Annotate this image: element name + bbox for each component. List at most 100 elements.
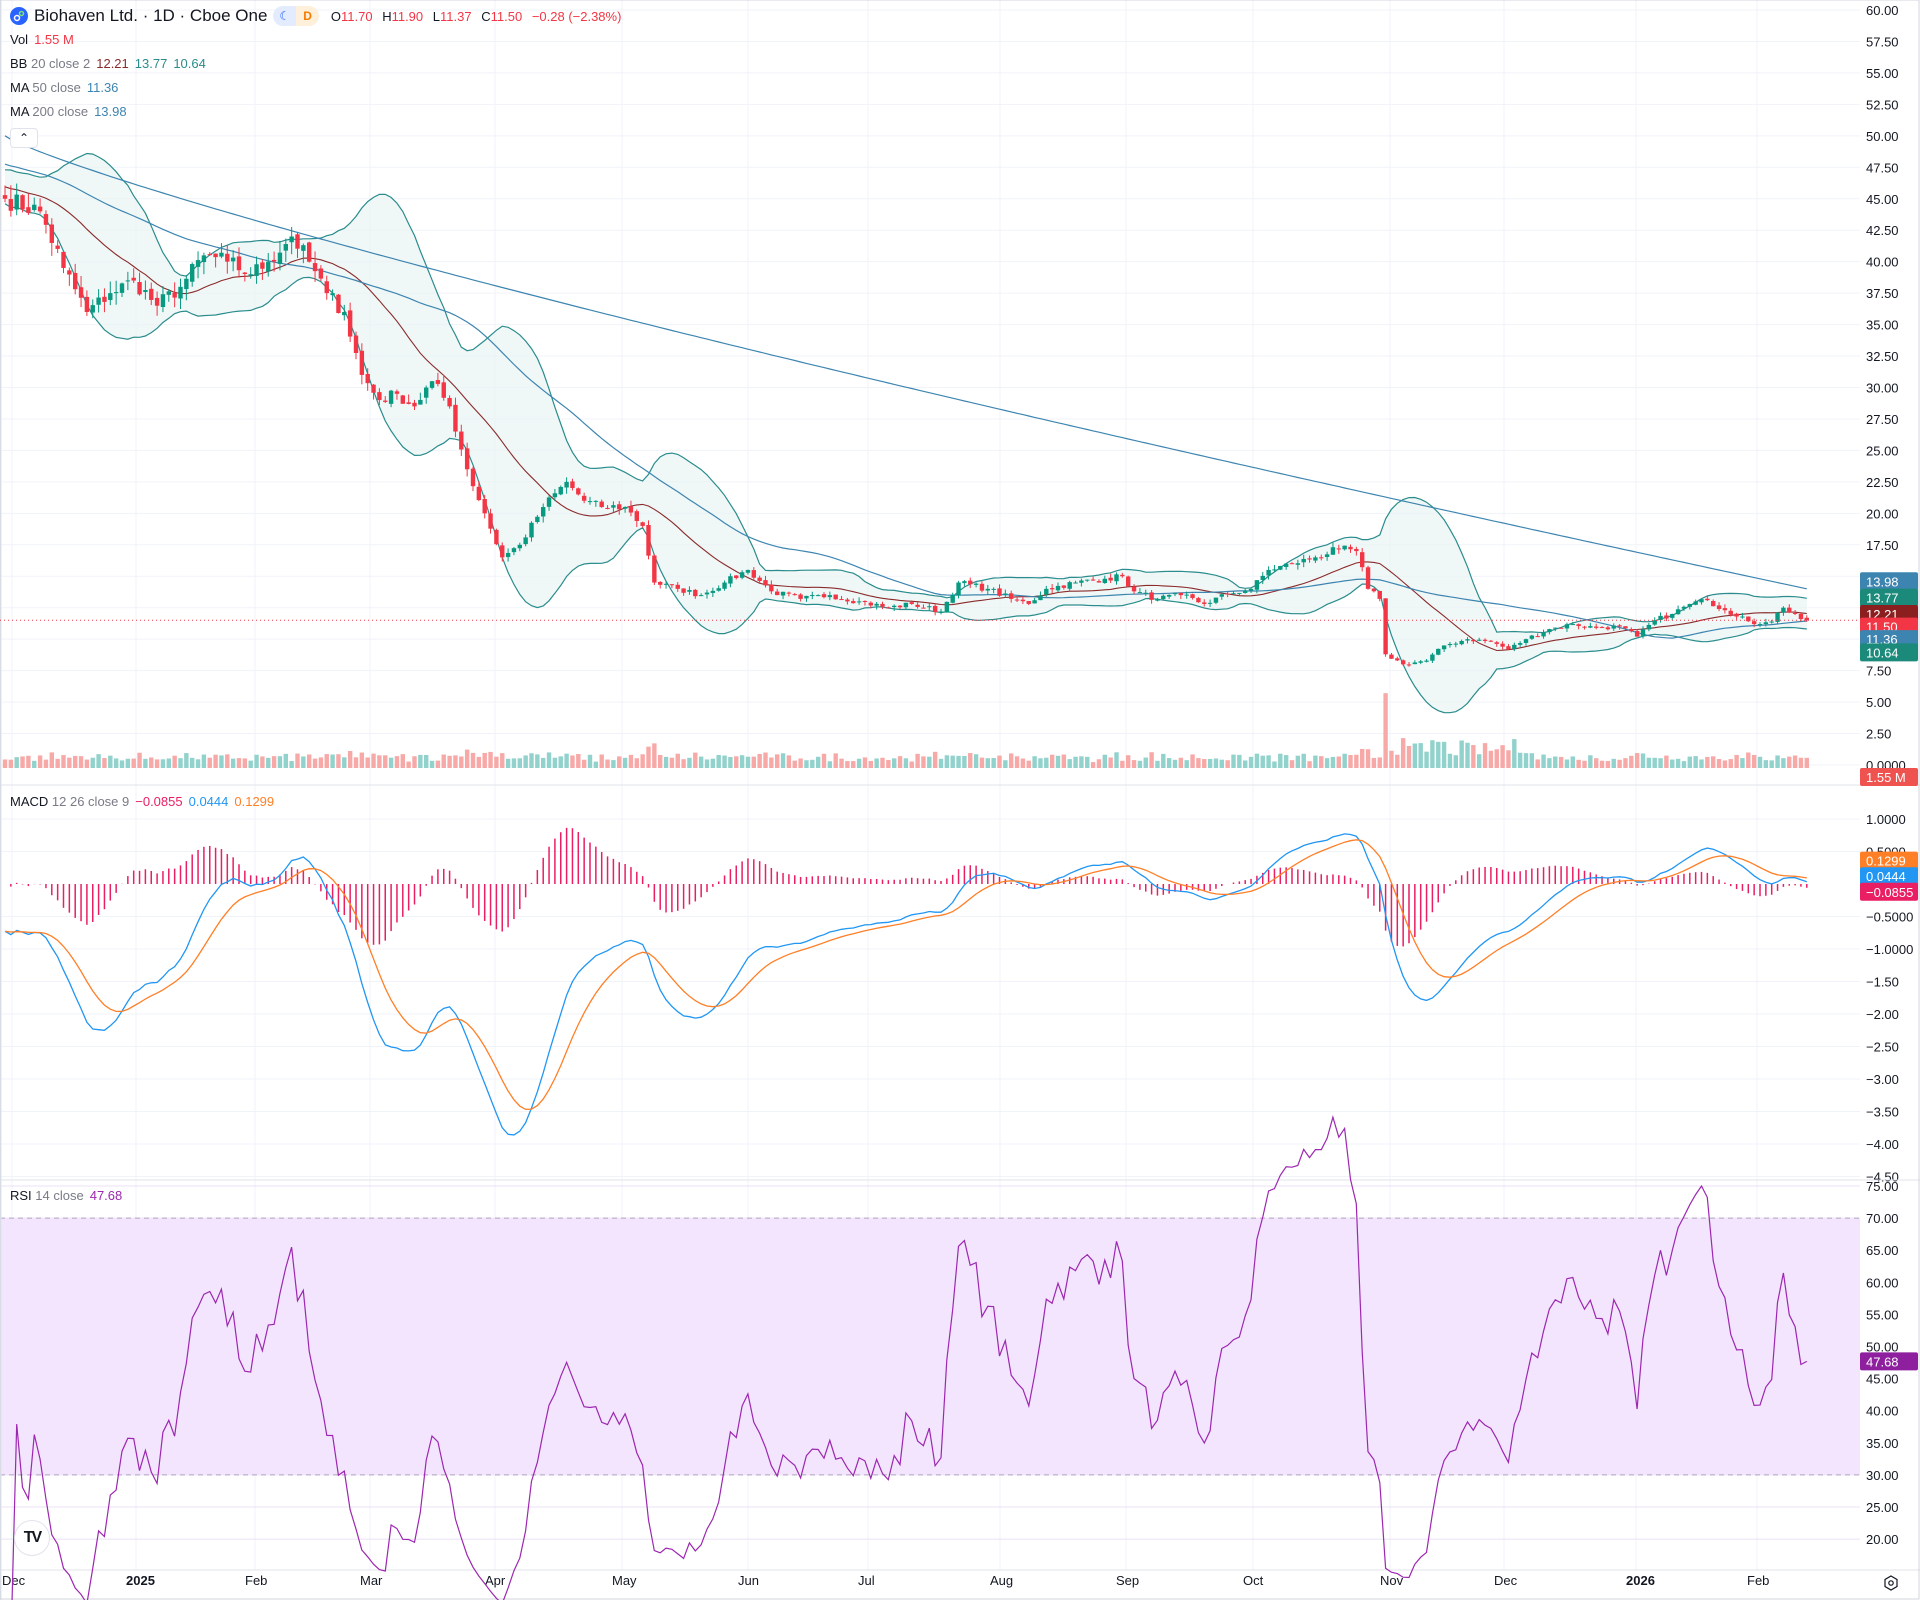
svg-text:−1.0000: −1.0000 xyxy=(1866,942,1913,957)
svg-text:−0.0855: −0.0855 xyxy=(1866,885,1913,900)
svg-text:32.50: 32.50 xyxy=(1866,349,1899,364)
biohaven-logo-icon xyxy=(10,7,28,25)
volume-legend[interactable]: Vol 1.55 M xyxy=(10,32,74,47)
svg-text:65.00: 65.00 xyxy=(1866,1243,1899,1258)
svg-text:Aug: Aug xyxy=(990,1573,1013,1588)
ma50-line xyxy=(4,163,1807,639)
rsi-legend[interactable]: RSI 14 close 47.68 xyxy=(10,1188,123,1203)
open-value: 11.70 xyxy=(340,8,373,24)
change-value: −0.28 (−2.38%) xyxy=(531,8,622,24)
svg-text:37.50: 37.50 xyxy=(1866,286,1899,301)
svg-text:30.00: 30.00 xyxy=(1866,381,1899,396)
tradingview-logo[interactable]: TV xyxy=(14,1520,50,1556)
svg-text:2025: 2025 xyxy=(126,1573,155,1588)
svg-text:25.00: 25.00 xyxy=(1866,1500,1899,1515)
symbol-legend[interactable]: Biohaven Ltd. · 1D · Cboe One ☾ D O11.70… xyxy=(10,6,621,26)
ma200-line xyxy=(4,135,1807,590)
macd-legend[interactable]: MACD 12 26 close 9 −0.0855 0.0444 0.1299 xyxy=(10,794,275,809)
bollinger-bands xyxy=(4,152,1807,714)
volume-bars xyxy=(2,693,1809,768)
svg-text:47.50: 47.50 xyxy=(1866,160,1899,175)
svg-text:60.00: 60.00 xyxy=(1866,3,1899,18)
svg-text:−1.50: −1.50 xyxy=(1866,975,1899,990)
svg-text:2.50: 2.50 xyxy=(1866,727,1891,742)
svg-text:13.77: 13.77 xyxy=(1866,591,1899,606)
svg-text:40.00: 40.00 xyxy=(1866,255,1899,270)
svg-text:47.68: 47.68 xyxy=(1866,1354,1899,1369)
volume-value: 1.55 M xyxy=(34,32,74,47)
svg-text:5.00: 5.00 xyxy=(1866,695,1891,710)
macd-line xyxy=(4,833,1808,1136)
session-badge[interactable]: ☾ D xyxy=(273,6,319,26)
bb-lower-value: 10.64 xyxy=(173,56,206,71)
svg-text:40.00: 40.00 xyxy=(1866,1404,1899,1419)
svg-text:30.00: 30.00 xyxy=(1866,1468,1899,1483)
bb-legend[interactable]: BB 20 close 2 12.21 13.77 10.64 xyxy=(10,56,206,71)
svg-text:1.55 M: 1.55 M xyxy=(1866,770,1906,785)
bb-lower-price-label: 10.64 xyxy=(1860,643,1918,662)
rsi-value-label: 47.68 xyxy=(1860,1352,1918,1371)
candlesticks xyxy=(2,183,1809,667)
collapse-legend-button[interactable]: ⌃ xyxy=(10,128,38,148)
svg-text:Sep: Sep xyxy=(1116,1573,1139,1588)
svg-text:27.50: 27.50 xyxy=(1866,412,1899,427)
symbol-title[interactable]: Biohaven Ltd. · 1D · Cboe One xyxy=(34,6,268,25)
moon-icon: ☾ xyxy=(273,6,297,26)
svg-text:Dec: Dec xyxy=(1494,1573,1518,1588)
macd-hist-label: −0.0855 xyxy=(1860,882,1918,901)
svg-text:0.1299: 0.1299 xyxy=(1866,854,1906,869)
svg-text:−2.00: −2.00 xyxy=(1866,1007,1899,1022)
svg-text:−0.5000: −0.5000 xyxy=(1866,910,1913,925)
rsi-line xyxy=(11,1115,1808,1600)
svg-text:7.50: 7.50 xyxy=(1866,664,1891,679)
ma50-value: 11.36 xyxy=(86,80,119,95)
svg-text:1.0000: 1.0000 xyxy=(1866,812,1906,827)
bb-upper-price-label: 13.77 xyxy=(1860,588,1918,607)
svg-text:50.00: 50.00 xyxy=(1866,129,1899,144)
volume-price-label: 1.55 M xyxy=(1860,768,1918,786)
svg-text:55.00: 55.00 xyxy=(1866,1307,1899,1322)
macd-value: 0.0444 xyxy=(188,794,229,809)
svg-text:70.00: 70.00 xyxy=(1866,1211,1899,1226)
gear-icon[interactable] xyxy=(1883,1575,1899,1591)
svg-text:−3.50: −3.50 xyxy=(1866,1105,1899,1120)
macd-histogram xyxy=(10,827,1808,947)
rsi-value: 47.68 xyxy=(89,1188,123,1203)
bb-basis-value: 12.21 xyxy=(96,56,129,71)
svg-text:−3.00: −3.00 xyxy=(1866,1072,1899,1087)
ma200-legend[interactable]: MA 200 close 13.98 xyxy=(10,104,127,119)
svg-text:Mar: Mar xyxy=(360,1573,383,1588)
svg-text:75.00: 75.00 xyxy=(1866,1179,1899,1194)
ohlc-values: O11.70 H11.90 L11.37 C11.50 −0.28 (−2.38… xyxy=(330,8,622,24)
ma200-price-label: 13.98 xyxy=(1860,572,1918,591)
macd-hist-value: −0.0855 xyxy=(135,794,183,809)
macd-signal-value: 0.1299 xyxy=(234,794,275,809)
svg-text:0.0444: 0.0444 xyxy=(1866,869,1906,884)
ma200-value: 13.98 xyxy=(94,104,127,119)
svg-text:−2.50: −2.50 xyxy=(1866,1040,1899,1055)
svg-text:25.00: 25.00 xyxy=(1866,443,1899,458)
svg-text:−4.00: −4.00 xyxy=(1866,1137,1899,1152)
chevron-up-icon: ⌃ xyxy=(18,131,30,145)
svg-text:13.98: 13.98 xyxy=(1866,574,1899,589)
svg-text:Nov: Nov xyxy=(1380,1573,1404,1588)
svg-text:60.00: 60.00 xyxy=(1866,1275,1899,1290)
svg-text:Dec: Dec xyxy=(2,1573,26,1588)
macd-value-label: 0.0444 xyxy=(1860,867,1918,886)
svg-text:Feb: Feb xyxy=(1747,1573,1769,1588)
svg-text:22.50: 22.50 xyxy=(1866,475,1899,490)
svg-text:May: May xyxy=(612,1573,637,1588)
svg-text:35.00: 35.00 xyxy=(1866,1436,1899,1451)
svg-text:10.64: 10.64 xyxy=(1866,645,1899,660)
signal-line xyxy=(4,839,1807,1111)
svg-text:Jun: Jun xyxy=(738,1573,759,1588)
ma50-legend[interactable]: MA 50 close 11.36 xyxy=(10,80,119,95)
svg-text:42.50: 42.50 xyxy=(1866,223,1899,238)
svg-text:−4.50: −4.50 xyxy=(1866,1170,1899,1185)
svg-text:17.50: 17.50 xyxy=(1866,538,1899,553)
svg-text:45.00: 45.00 xyxy=(1866,1372,1899,1387)
svg-text:Oct: Oct xyxy=(1243,1573,1264,1588)
svg-text:Feb: Feb xyxy=(245,1573,267,1588)
svg-text:45.00: 45.00 xyxy=(1866,192,1899,207)
